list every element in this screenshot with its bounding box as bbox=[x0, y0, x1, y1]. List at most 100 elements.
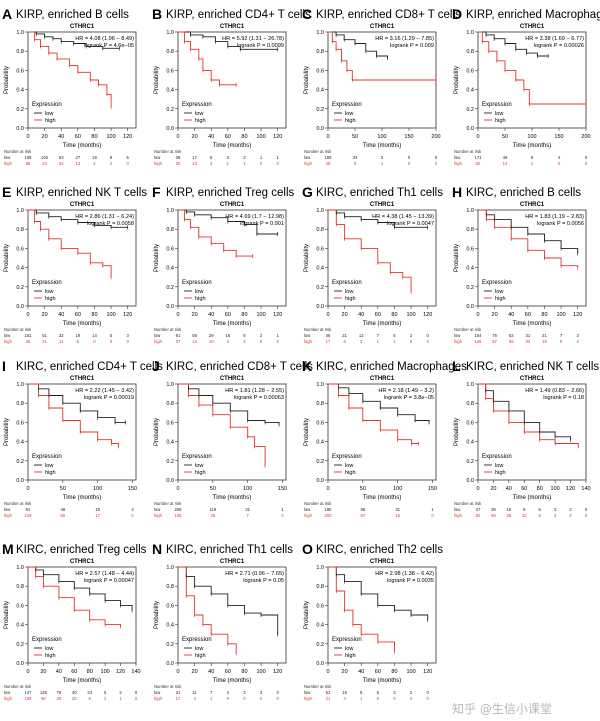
risk-low-count: 46 bbox=[326, 333, 331, 338]
x-tick-label: 120 bbox=[273, 134, 282, 140]
x-tick-label: 60 bbox=[375, 669, 381, 675]
risk-low-label: low bbox=[4, 333, 11, 338]
gene-label: CTHRC1 bbox=[370, 376, 395, 382]
risk-low-count: 3 bbox=[260, 690, 263, 695]
risk-low-label: low bbox=[154, 333, 161, 338]
panel-title: KIRC, enriched Treg cells bbox=[16, 544, 147, 556]
y-tick-label: 0.6 bbox=[166, 68, 174, 74]
risk-low-count: 18 bbox=[92, 155, 97, 160]
legend-low-label: low bbox=[495, 289, 504, 295]
y-axis-label: Probability bbox=[4, 601, 10, 629]
legend-title: Expression bbox=[32, 102, 62, 108]
risk-low-count: 0 bbox=[585, 507, 588, 512]
panel-title: KIRP, enriched B cells bbox=[16, 9, 129, 21]
gene-label: CTHRC1 bbox=[520, 376, 545, 382]
hazard-ratio: HR = 3.16 (1.29 − 7.85) bbox=[375, 36, 434, 42]
x-tick-label: 200 bbox=[581, 134, 590, 140]
x-axis-label: Time (months) bbox=[63, 321, 101, 327]
x-tick-label: 0 bbox=[176, 134, 179, 140]
risk-high-count: 1 bbox=[377, 339, 380, 344]
risk-low-label: low bbox=[454, 507, 461, 512]
logrank-p: logrank P = 0.009 bbox=[390, 43, 434, 49]
panel-title: KIRP, enriched NK T cells bbox=[16, 187, 147, 199]
risk-high-count: 35 bbox=[507, 513, 512, 518]
panel-letter: L bbox=[452, 358, 461, 374]
risk-high-count: 5 bbox=[77, 339, 80, 344]
x-tick-label: 100 bbox=[406, 669, 415, 675]
x-axis-label: Time (months) bbox=[213, 495, 251, 501]
risk-low-count: 5 bbox=[110, 333, 113, 338]
y-tick-label: 0.6 bbox=[466, 68, 474, 74]
panel-h: H KIRC, enriched B cells CTHRC1 0.0 0.2 0.4 0.… bbox=[452, 184, 587, 344]
hazard-ratio: HR = 4.38 (1.45 − 13.39) bbox=[372, 214, 434, 220]
risk-low-count: 9 bbox=[523, 507, 526, 512]
legend-low-label: low bbox=[195, 646, 204, 652]
y-tick-label: 0.4 bbox=[466, 440, 474, 446]
risk-high-count: 2 bbox=[110, 161, 113, 166]
y-tick-label: 0.0 bbox=[16, 126, 24, 132]
risk-low-count: 5 bbox=[127, 155, 130, 160]
logrank-p: logrank P = 0.00026 bbox=[534, 43, 584, 49]
risk-low-count: 7 bbox=[377, 333, 380, 338]
watermark-text: 知乎 @生信小课堂 bbox=[452, 702, 552, 716]
km-curve-low bbox=[178, 209, 278, 235]
panel-letter: C bbox=[302, 6, 312, 22]
gene-label: CTHRC1 bbox=[70, 559, 95, 565]
x-tick-label: 80 bbox=[241, 669, 247, 675]
risk-high-count: 0 bbox=[585, 513, 588, 518]
legend-low-label: low bbox=[195, 463, 204, 469]
risk-low-count: 21 bbox=[542, 333, 547, 338]
x-tick-label: 0 bbox=[326, 312, 329, 318]
risk-low-count: 1 bbox=[277, 333, 280, 338]
risk-low-count: 52 bbox=[509, 333, 514, 338]
y-tick-label: 0.2 bbox=[16, 107, 24, 113]
x-tick-label: 80 bbox=[91, 312, 97, 318]
risk-low-label: low bbox=[304, 333, 311, 338]
hazard-ratio: HR = 2.71 (0.96 − 7.65) bbox=[225, 571, 284, 577]
panel-letter: H bbox=[452, 184, 462, 200]
risk-high-count: 0 bbox=[93, 339, 96, 344]
x-tick-label: 0 bbox=[26, 486, 29, 492]
x-tick-label: 100 bbox=[406, 312, 415, 318]
hazard-ratio: HR = 2.18 (1.49 − 3.2) bbox=[378, 388, 434, 394]
hazard-ratio: HR = 4.08 (1.96 − 8.49) bbox=[75, 36, 134, 42]
x-tick-label: 100 bbox=[243, 486, 252, 492]
risk-low-count: 86 bbox=[361, 507, 366, 512]
risk-high-count: 0 bbox=[227, 696, 230, 701]
risk-low-count: 3 bbox=[227, 155, 230, 160]
risk-low-label: low bbox=[304, 507, 311, 512]
risk-high-label: high bbox=[4, 513, 13, 518]
x-tick-label: 60 bbox=[75, 312, 81, 318]
risk-high-count: 3 bbox=[360, 339, 363, 344]
risk-high-count: 30 bbox=[176, 161, 181, 166]
risk-low-count: 24 bbox=[87, 690, 92, 695]
x-axis-label: Time (months) bbox=[513, 321, 551, 327]
hazard-ratio: HR = 2.22 (1.45 − 3.42) bbox=[75, 388, 134, 394]
risk-high-count: 106 bbox=[175, 513, 183, 518]
risk-low-count: 7 bbox=[210, 690, 213, 695]
legend-title: Expression bbox=[332, 637, 362, 643]
x-tick-label: 100 bbox=[256, 134, 265, 140]
y-tick-label: 0.0 bbox=[166, 661, 174, 667]
risk-high-count: 0 bbox=[558, 161, 561, 166]
y-tick-label: 1.0 bbox=[16, 208, 24, 214]
legend-high-label: high bbox=[495, 118, 506, 124]
x-tick-label: 0 bbox=[326, 486, 329, 492]
legend-low-label: low bbox=[495, 111, 504, 117]
risk-high-label: high bbox=[154, 339, 163, 344]
legend-title: Expression bbox=[32, 454, 62, 460]
x-tick-label: 120 bbox=[573, 312, 582, 318]
risk-high-count: 0 bbox=[260, 339, 263, 344]
y-tick-label: 0.0 bbox=[316, 661, 324, 667]
risk-high-count: 0 bbox=[135, 696, 138, 701]
risk-low-count: 12 bbox=[359, 333, 364, 338]
legend-high-label: high bbox=[195, 653, 206, 659]
risk-high-count: 15 bbox=[542, 339, 547, 344]
risk-high-count: 2 bbox=[569, 513, 572, 518]
x-tick-label: 40 bbox=[56, 669, 62, 675]
risk-low-count: 108 bbox=[25, 155, 33, 160]
risk-low-count: 180 bbox=[325, 507, 333, 512]
panel-j: J KIRC, enriched CD8+ T cells CTHRC1 0.0 0.2… bbox=[152, 358, 313, 518]
risk-high-count: 39 bbox=[57, 696, 62, 701]
panel-title: KIRC, enriched Th1 cells bbox=[166, 544, 293, 556]
